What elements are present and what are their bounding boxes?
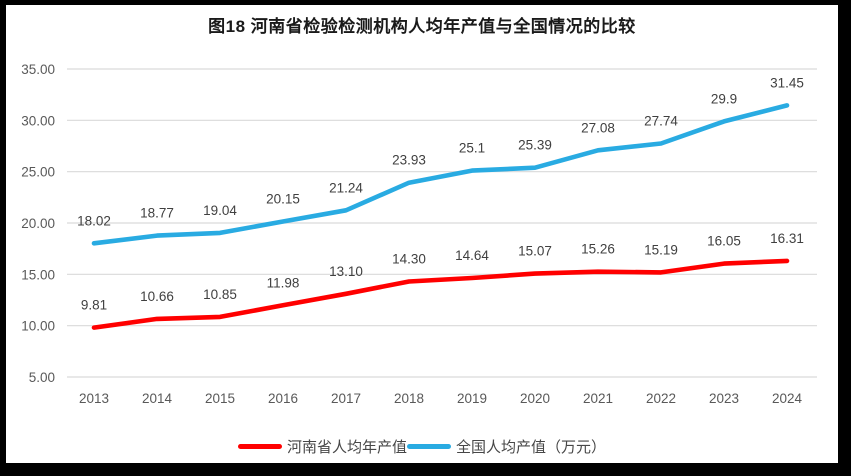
svg-text:11.98: 11.98 (267, 275, 300, 290)
svg-text:2015: 2015 (205, 391, 235, 406)
svg-text:35.00: 35.00 (21, 62, 55, 77)
svg-text:13.10: 13.10 (329, 264, 363, 279)
svg-text:16.31: 16.31 (770, 231, 804, 246)
svg-text:15.19: 15.19 (644, 242, 678, 257)
svg-text:2018: 2018 (394, 391, 424, 406)
legend-item-national: 全国人均产值（万元） (407, 436, 606, 457)
svg-text:21.24: 21.24 (329, 180, 363, 195)
svg-text:2024: 2024 (772, 391, 803, 406)
svg-text:25.00: 25.00 (21, 165, 55, 180)
legend-line-blue-icon (407, 444, 451, 449)
svg-text:25.39: 25.39 (518, 138, 552, 153)
svg-text:14.30: 14.30 (392, 252, 426, 267)
svg-text:5.00: 5.00 (29, 370, 55, 385)
svg-text:27.08: 27.08 (581, 120, 615, 135)
svg-text:2017: 2017 (331, 391, 361, 406)
svg-text:19.04: 19.04 (203, 203, 237, 218)
svg-text:10.00: 10.00 (21, 319, 55, 334)
chart-canvas: 图18 河南省检验检测机构人均年产值与全国情况的比较 35.00 30.00 25.… (6, 5, 838, 463)
chart-title: 图18 河南省检验检测机构人均年产值与全国情况的比较 (208, 17, 636, 36)
svg-text:31.45: 31.45 (770, 75, 804, 90)
svg-text:20.00: 20.00 (21, 216, 55, 231)
svg-text:10.66: 10.66 (140, 289, 174, 304)
svg-text:16.05: 16.05 (707, 234, 741, 249)
svg-text:20.15: 20.15 (266, 191, 300, 206)
svg-text:15.07: 15.07 (518, 244, 552, 259)
svg-text:18.77: 18.77 (140, 206, 174, 221)
legend-label-national: 全国人均产值（万元） (456, 439, 607, 456)
svg-text:9.81: 9.81 (81, 298, 107, 313)
svg-text:27.74: 27.74 (644, 114, 678, 129)
svg-text:15.00: 15.00 (21, 267, 55, 282)
svg-text:2022: 2022 (646, 391, 676, 406)
line-chart: 35.00 30.00 25.00 20.00 15.00 10.00 5.00 2013 20… (21, 62, 817, 406)
legend-line-red-icon (237, 444, 282, 449)
svg-text:2021: 2021 (583, 391, 613, 406)
svg-text:2016: 2016 (268, 391, 298, 406)
legend: 河南省人均年产值 全国人均产值（万元） (6, 436, 838, 457)
svg-text:10.85: 10.85 (203, 287, 237, 302)
svg-text:30.00: 30.00 (21, 113, 55, 128)
svg-text:2013: 2013 (79, 391, 109, 406)
legend-label-henan: 河南省人均年产值 (286, 439, 407, 456)
svg-text:29.9: 29.9 (711, 91, 737, 106)
svg-text:25.1: 25.1 (459, 141, 485, 156)
svg-text:23.93: 23.93 (392, 153, 426, 168)
svg-text:2023: 2023 (709, 391, 739, 406)
svg-text:14.64: 14.64 (455, 248, 489, 263)
svg-text:2019: 2019 (457, 391, 487, 406)
legend-item-henan: 河南省人均年产值 (237, 436, 407, 457)
svg-text:18.02: 18.02 (77, 213, 111, 228)
svg-text:2014: 2014 (142, 391, 173, 406)
svg-text:15.26: 15.26 (581, 242, 615, 257)
svg-text:2020: 2020 (520, 391, 550, 406)
